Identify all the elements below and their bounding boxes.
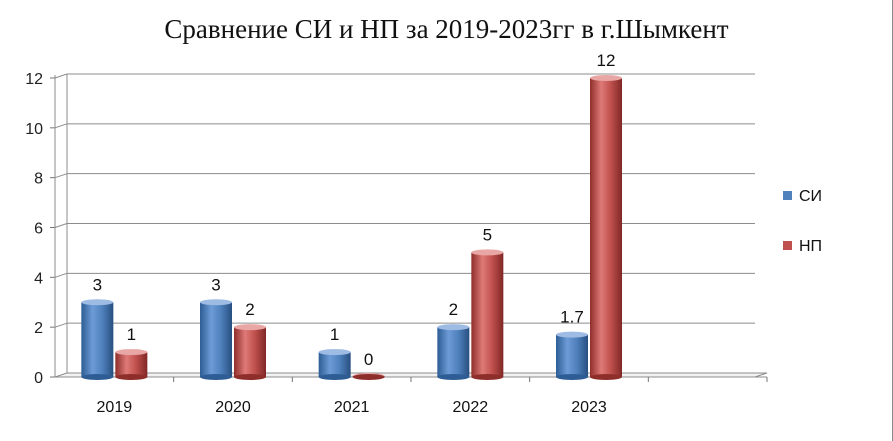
- bar-body: [590, 78, 622, 377]
- y-tick-label: 12: [25, 71, 43, 88]
- bar-base: [318, 374, 351, 380]
- bar-body: [471, 252, 504, 377]
- y-tick-label: 4: [34, 270, 43, 287]
- bar-np-2023: [590, 75, 622, 380]
- plot-floor: [54, 372, 768, 378]
- x-tick-label: 2022: [453, 399, 489, 416]
- bar-body: [234, 327, 266, 377]
- bar-top: [590, 75, 622, 81]
- x-tick-label: 2020: [215, 399, 251, 416]
- x-tick-label: 2023: [571, 399, 607, 416]
- bar-base: [234, 374, 266, 380]
- legend-label-np: НП: [799, 238, 822, 255]
- data-label: 5: [483, 225, 492, 244]
- bar-top: [200, 299, 232, 306]
- bar-top: [471, 249, 504, 256]
- legend-label-si: СИ: [799, 188, 822, 205]
- bar-base: [556, 374, 588, 380]
- bar-np-2019: [115, 349, 148, 380]
- gridline-depth: [54, 173, 68, 179]
- bar-top: [556, 331, 588, 338]
- bar-base: [81, 374, 114, 380]
- data-label: 1: [330, 325, 339, 344]
- data-label: 2: [245, 300, 254, 319]
- chart-title: Сравнение СИ и НП за 2019-2023гг в г.Шым…: [164, 14, 729, 44]
- bar-top: [437, 324, 470, 331]
- bar-np-2021: [352, 373, 385, 380]
- bar-body: [200, 302, 232, 377]
- data-label: 1.7: [560, 308, 584, 327]
- bar-top: [81, 299, 114, 306]
- data-label: 2: [449, 300, 458, 319]
- bar-si-2023: [556, 331, 588, 380]
- x-tick-label: 2021: [334, 399, 370, 416]
- bar-body: [81, 302, 114, 377]
- bar-body: [115, 352, 148, 377]
- gridline-depth: [54, 223, 68, 228]
- bar-body: [556, 334, 588, 377]
- y-tick-label: 10: [25, 121, 43, 138]
- bar-base: [115, 374, 148, 380]
- legend-marker-np: [783, 241, 792, 250]
- bar-base: [200, 374, 232, 380]
- bar-base: [352, 374, 385, 380]
- bar-base: [590, 374, 622, 380]
- bar-np-2022: [471, 249, 504, 380]
- bar-top: [115, 349, 148, 356]
- bar-base: [471, 374, 504, 380]
- bar-np-2020: [234, 324, 266, 380]
- data-label: 3: [93, 275, 102, 294]
- bar-base: [437, 374, 470, 380]
- x-tick-label: 2019: [97, 399, 133, 416]
- legend-marker-si: [783, 191, 792, 200]
- bar-top: [234, 324, 266, 331]
- bar-si-2021: [318, 349, 351, 380]
- gridline-depth: [54, 272, 68, 278]
- data-label: 0: [364, 350, 373, 369]
- bar-body: [437, 327, 470, 377]
- data-label: 3: [211, 275, 220, 294]
- bar-body: [318, 352, 351, 377]
- gridline-depth: [54, 322, 68, 328]
- gridline-depth: [54, 123, 68, 129]
- gridline-depth: [54, 73, 68, 79]
- data-label: 1: [127, 325, 136, 344]
- data-label: 12: [597, 51, 616, 70]
- bar-si-2022: [437, 324, 470, 380]
- y-tick-label: 6: [34, 221, 43, 238]
- y-tick-label: 0: [34, 370, 43, 387]
- y-tick-label: 2: [34, 320, 43, 337]
- bar-top: [318, 349, 351, 356]
- bar-si-2020: [200, 299, 232, 380]
- bar-si-2019: [81, 299, 114, 380]
- y-tick-label: 8: [34, 171, 43, 188]
